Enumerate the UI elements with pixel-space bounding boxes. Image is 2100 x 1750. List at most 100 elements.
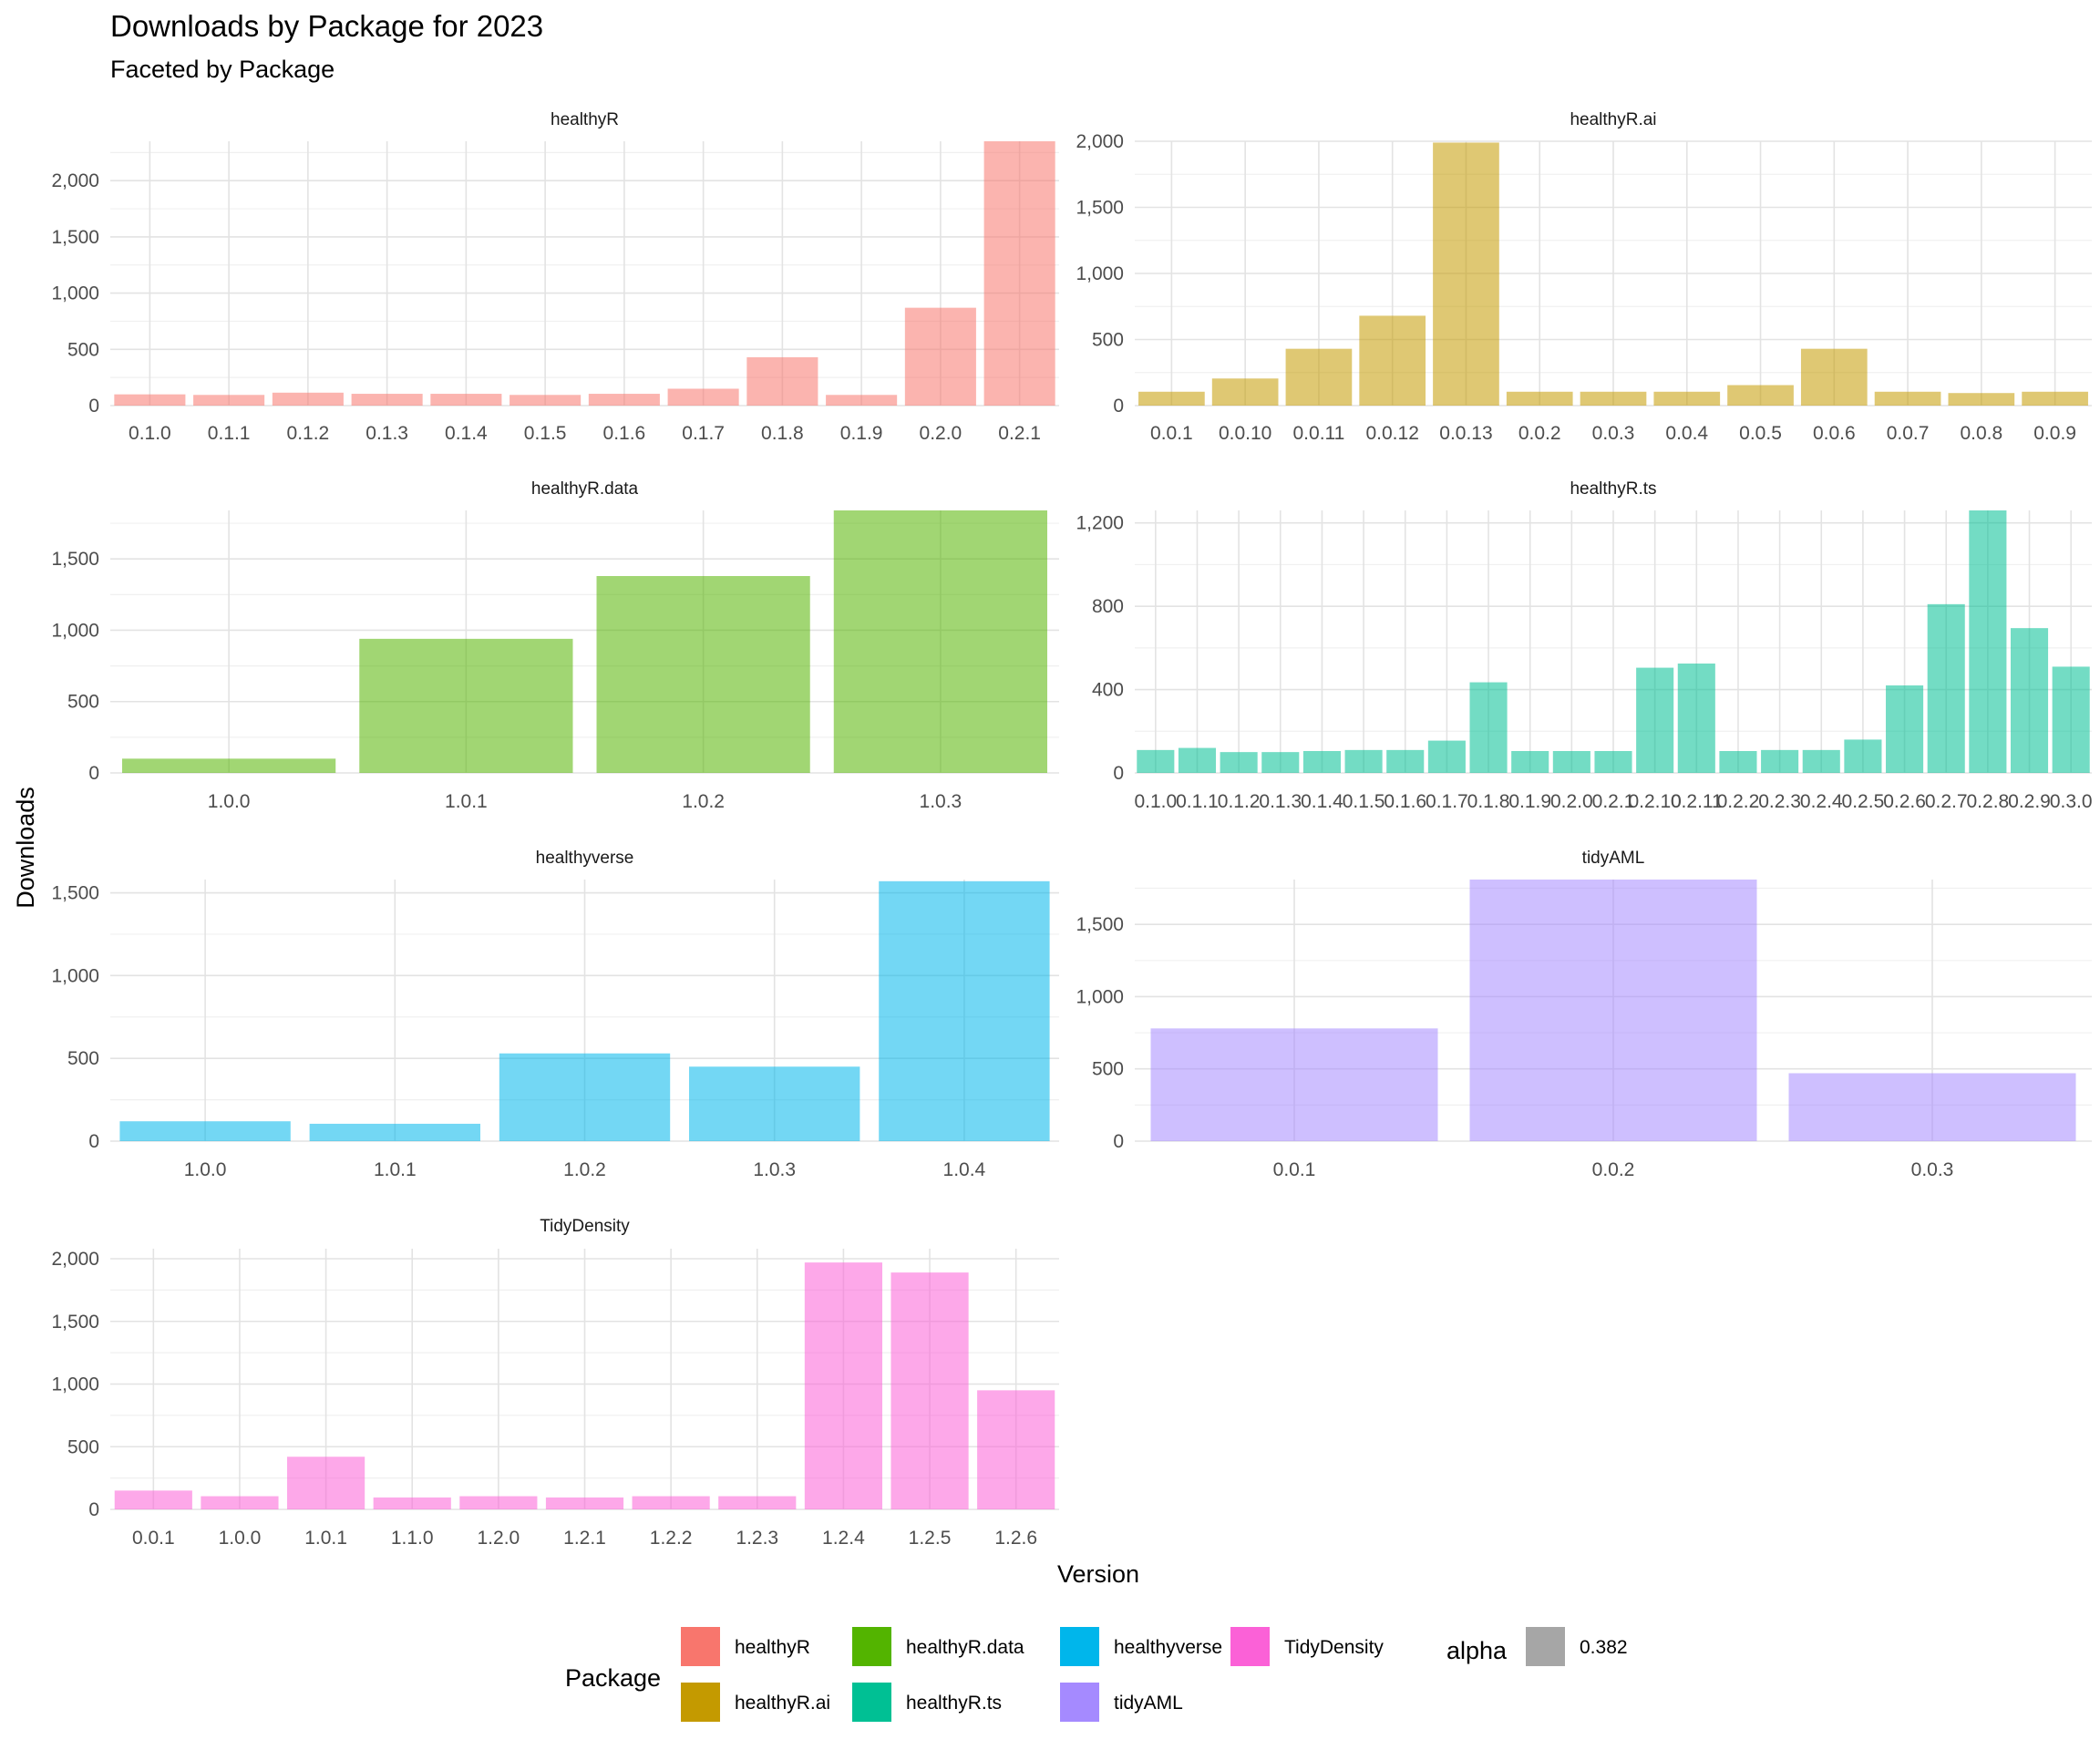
bar-healthyR.ts-0.2.9 — [2010, 628, 2049, 773]
bar-healthyR-0.1.9 — [826, 395, 898, 406]
y-tick-label: 500 — [1092, 1059, 1124, 1080]
x-tick-label: 0.0.12 — [1365, 423, 1418, 444]
x-tick-label: 0.2.3 — [1758, 791, 1801, 812]
x-tick-label: 1.0.2 — [682, 791, 725, 812]
bar-healthyR.data-1.0.0 — [122, 758, 336, 773]
y-tick-label: 1,000 — [51, 965, 99, 986]
x-tick-label: 0.2.5 — [1842, 791, 1885, 812]
y-tick-label: 1,000 — [51, 1374, 99, 1395]
bar-healthyR.ts-0.1.1 — [1178, 747, 1217, 773]
x-tick-label: 0.2.9 — [2008, 791, 2051, 812]
x-tick-label: 0.0.11 — [1293, 423, 1345, 444]
y-tick-label: 1,000 — [51, 620, 99, 641]
x-tick-label: 1.0.3 — [753, 1159, 796, 1180]
x-tick-label: 0.0.3 — [1911, 1159, 1954, 1180]
chart-subtitle: Faceted by Package — [110, 56, 335, 83]
bar-healthyverse-1.0.2 — [499, 1053, 671, 1141]
legend-label: tidyAML — [1114, 1693, 1183, 1714]
x-tick-label: 0.0.2 — [1592, 1159, 1635, 1180]
legend-key-healthyR — [681, 1627, 720, 1666]
y-tick-label: 1,500 — [51, 1312, 99, 1333]
x-tick-label: 0.1.5 — [524, 423, 567, 444]
x-tick-label: 0.1.8 — [1467, 791, 1510, 812]
facet-TidyDensity: 0 500 1,000 1,500 2,000 0.0.1 1.0.0 1.0.1 1.1.0 1… — [51, 1217, 1059, 1549]
x-tick-label: 0.0.6 — [1813, 423, 1856, 444]
x-tick-label: 1.2.3 — [736, 1528, 778, 1549]
x-tick-label: 0.0.3 — [1592, 423, 1635, 444]
y-tick-label: 1,500 — [51, 883, 99, 904]
bar-healthyR.ts-0.2.4 — [1802, 749, 1840, 773]
facet-strip-label: healthyR — [551, 110, 619, 129]
x-tick-label: 1.2.5 — [909, 1528, 952, 1549]
bar-TidyDensity-1.0.0 — [201, 1496, 279, 1509]
bar-healthyR.ts-0.1.0 — [1137, 749, 1175, 773]
y-tick-label: 2,000 — [51, 1249, 99, 1270]
bar-healthyverse-1.0.0 — [119, 1121, 291, 1141]
bar-healthyR.ts-0.1.7 — [1427, 740, 1466, 773]
x-tick-label: 1.0.0 — [208, 791, 251, 812]
bar-healthyR.ts-0.2.8 — [1969, 510, 2007, 773]
bar-healthyR-0.1.8 — [746, 356, 818, 406]
x-tick-label: 0.1.0 — [1134, 791, 1177, 812]
x-tick-label: 1.0.4 — [943, 1159, 986, 1180]
y-tick-label: 1,200 — [1076, 513, 1124, 534]
x-tick-label: 0.1.9 — [1508, 791, 1551, 812]
bar-healthyR-0.1.0 — [114, 394, 186, 406]
y-tick-label: 400 — [1092, 680, 1124, 701]
x-tick-label: 0.0.10 — [1219, 423, 1271, 444]
facet-tidyAML: 0 500 1,000 1,500 0.0.1 0.0.2 0.0.3 tidyAML — [1076, 849, 2092, 1180]
bar-healthyR.data-1.0.1 — [359, 638, 573, 773]
bar-healthyR.ts-0.2.10 — [1636, 667, 1674, 773]
bar-healthyR.ts-0.1.4 — [1302, 751, 1341, 773]
legend-label: healthyR — [735, 1637, 810, 1658]
bar-healthyR.ai-0.0.3 — [1580, 391, 1647, 406]
x-tick-label: 1.1.0 — [391, 1528, 434, 1549]
bar-tidyAML-0.0.2 — [1469, 880, 1757, 1141]
x-tick-label: 1.0.0 — [184, 1159, 227, 1180]
y-tick-label: 0 — [88, 763, 99, 784]
bar-healthyR.ts-0.1.5 — [1344, 749, 1383, 773]
bar-TidyDensity-1.0.1 — [287, 1457, 365, 1509]
bar-healthyR.ai-0.0.13 — [1433, 142, 1499, 406]
x-tick-label: 1.0.2 — [563, 1159, 606, 1180]
x-tick-label: 0.2.8 — [1967, 791, 2010, 812]
x-tick-label: 0.2.10 — [1628, 791, 1681, 812]
legend-key-healthyR.ai — [681, 1683, 720, 1722]
bar-healthyR.ts-0.2.5 — [1844, 739, 1882, 773]
x-tick-label: 0.1.3 — [365, 423, 408, 444]
bar-healthyR.ts-0.2.2 — [1719, 751, 1757, 773]
bar-tidyAML-0.0.1 — [1150, 1028, 1438, 1141]
legend-key-TidyDensity — [1230, 1627, 1270, 1666]
x-tick-label: 0.1.2 — [1218, 791, 1261, 812]
x-tick-label: 0.0.4 — [1665, 423, 1708, 444]
legend-label: healthyR.ts — [906, 1693, 1002, 1714]
facet-strip-label: healthyR.ts — [1570, 479, 1656, 499]
y-tick-label: 800 — [1092, 596, 1124, 617]
bar-TidyDensity-1.2.3 — [718, 1496, 797, 1509]
bar-TidyDensity-1.2.2 — [632, 1496, 710, 1509]
y-tick-label: 500 — [1092, 330, 1124, 351]
legend-label: healthyR.data — [906, 1637, 1024, 1658]
facet-healthyR.ai: 0 500 1,000 1,500 2,000 0.0.1 0.0.10 0.0.11 0.0.… — [1076, 110, 2092, 444]
y-tick-label: 0 — [88, 1131, 99, 1152]
facet-strip-label: healthyR.data — [531, 479, 639, 499]
x-tick-label: 0.1.3 — [1259, 791, 1302, 812]
bar-healthyR.ai-0.0.10 — [1211, 378, 1279, 406]
facet-healthyR.data: 0 500 1,000 1,500 1.0.0 1.0.1 1.0.2 1.0.3 health… — [51, 479, 1059, 812]
x-axis-title: Version — [1057, 1560, 1139, 1588]
y-tick-label: 1,500 — [51, 549, 99, 570]
x-tick-label: 0.1.7 — [1426, 791, 1468, 812]
facet-strip-label: TidyDensity — [540, 1217, 630, 1236]
bar-healthyR.ai-0.0.5 — [1727, 385, 1794, 406]
bar-healthyR-0.1.2 — [272, 392, 344, 406]
y-tick-label: 500 — [67, 339, 99, 360]
legend-key-tidyAML — [1060, 1683, 1099, 1722]
bar-healthyR.ts-0.1.6 — [1386, 749, 1425, 773]
x-tick-label: 0.1.4 — [1301, 791, 1343, 812]
legend-key-healthyverse — [1060, 1627, 1099, 1666]
y-tick-label: 0 — [88, 396, 99, 417]
y-tick-label: 1,500 — [51, 227, 99, 248]
